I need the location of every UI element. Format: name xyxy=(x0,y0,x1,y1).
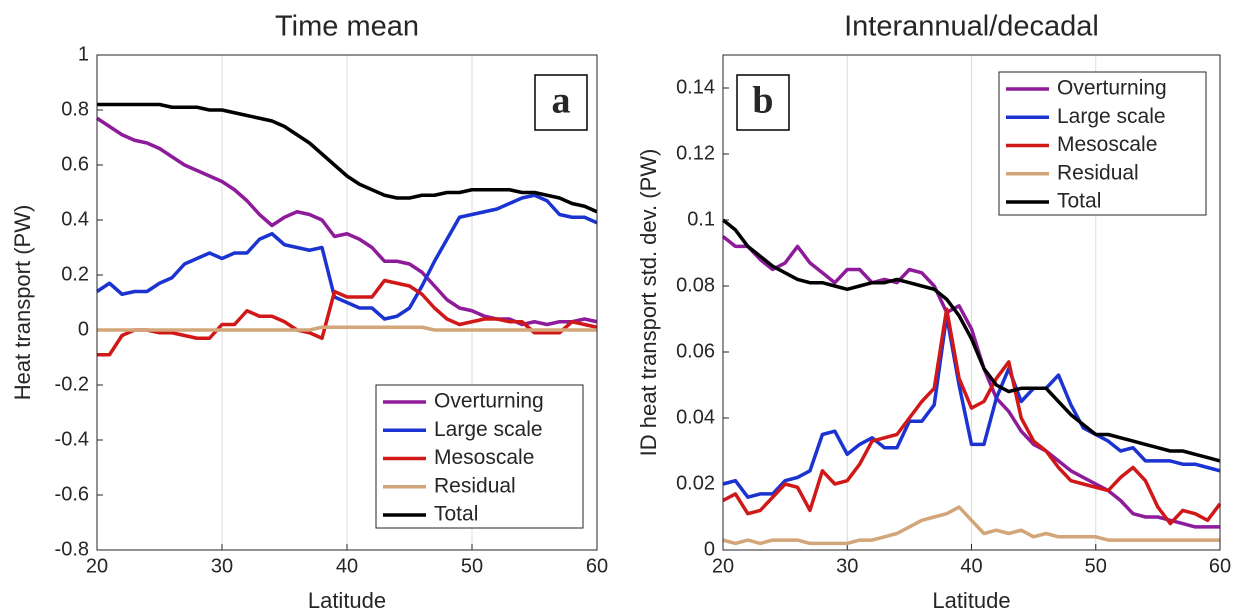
y-tick-label: 0 xyxy=(78,318,89,340)
x-tick-label: 20 xyxy=(86,555,108,577)
series-line xyxy=(721,235,1220,529)
y-tick-label: 0.6 xyxy=(61,153,89,175)
legend-label: Total xyxy=(1057,190,1101,213)
legend-label: Mesoscale xyxy=(1057,133,1157,156)
legend-label: Residual xyxy=(1057,161,1139,184)
legend-label: Mesoscale xyxy=(434,446,534,469)
x-tick-label: 30 xyxy=(211,555,233,577)
legend-label: Large scale xyxy=(1057,105,1166,128)
y-axis-label: ID heat transport std. dev. (PW) xyxy=(636,149,661,457)
series-line xyxy=(97,102,598,214)
panel-label: a xyxy=(552,80,571,122)
series-line xyxy=(722,505,1220,546)
y-axis-label: Heat transport (PW) xyxy=(10,205,35,401)
series-line xyxy=(722,313,1221,499)
y-tick-label: 0.4 xyxy=(61,208,89,230)
x-tick-label: 20 xyxy=(712,555,734,577)
y-tick-label: 0.08 xyxy=(676,274,715,296)
legend-box xyxy=(998,71,1207,216)
y-tick-label: 0.06 xyxy=(676,340,715,362)
legend-box xyxy=(375,384,584,529)
series-line xyxy=(97,325,597,332)
axes-frame xyxy=(722,54,1221,551)
y-tick-label: -0.8 xyxy=(55,538,89,560)
x-tick-label: 40 xyxy=(960,555,982,577)
y-tick-label: 0.14 xyxy=(676,76,715,98)
series-line xyxy=(722,307,1222,526)
series-line xyxy=(97,278,598,357)
series-line xyxy=(721,218,1221,463)
legend-label: Residual xyxy=(434,474,516,497)
x-tick-label: 50 xyxy=(1085,555,1107,577)
y-tick-label: 0.8 xyxy=(61,98,89,120)
y-tick-label: 1 xyxy=(78,43,89,65)
y-tick-label: -0.2 xyxy=(55,373,89,395)
panel-label: b xyxy=(752,80,773,122)
chart-title: Interannual/decadal xyxy=(844,11,1099,43)
legend-label: Total xyxy=(434,503,478,526)
y-tick-label: 0.04 xyxy=(676,406,715,428)
panel-label-box xyxy=(534,74,588,131)
y-tick-label: 0.02 xyxy=(676,472,715,494)
x-axis-label: Latitude xyxy=(308,588,386,613)
y-tick-label: 0.12 xyxy=(676,142,715,164)
y-tick-label: 0.1 xyxy=(687,208,715,230)
legend: Overturning Large scale Mesoscale Residual T… xyxy=(375,384,584,529)
y-tick-label: 0 xyxy=(704,538,715,560)
legend-label: Overturning xyxy=(434,390,544,413)
x-tick-label: 60 xyxy=(1209,555,1231,577)
x-axis-label: Latitude xyxy=(932,588,1010,613)
chart-title: Time mean xyxy=(275,11,419,43)
x-tick-label: 40 xyxy=(336,555,358,577)
panel-label-box xyxy=(736,74,790,131)
series-line xyxy=(96,193,598,321)
axes-frame xyxy=(96,54,598,551)
y-tick-label: 0.2 xyxy=(61,263,89,285)
legend: Overturning Large scale Mesoscale Residual T… xyxy=(998,71,1207,216)
y-tick-label: -0.6 xyxy=(55,483,89,505)
x-tick-label: 30 xyxy=(836,555,858,577)
legend-label: Large scale xyxy=(434,418,543,441)
legend-label: Overturning xyxy=(1057,77,1167,100)
x-tick-label: 60 xyxy=(586,555,608,577)
y-tick-label: -0.4 xyxy=(55,428,89,450)
x-tick-label: 50 xyxy=(461,555,483,577)
